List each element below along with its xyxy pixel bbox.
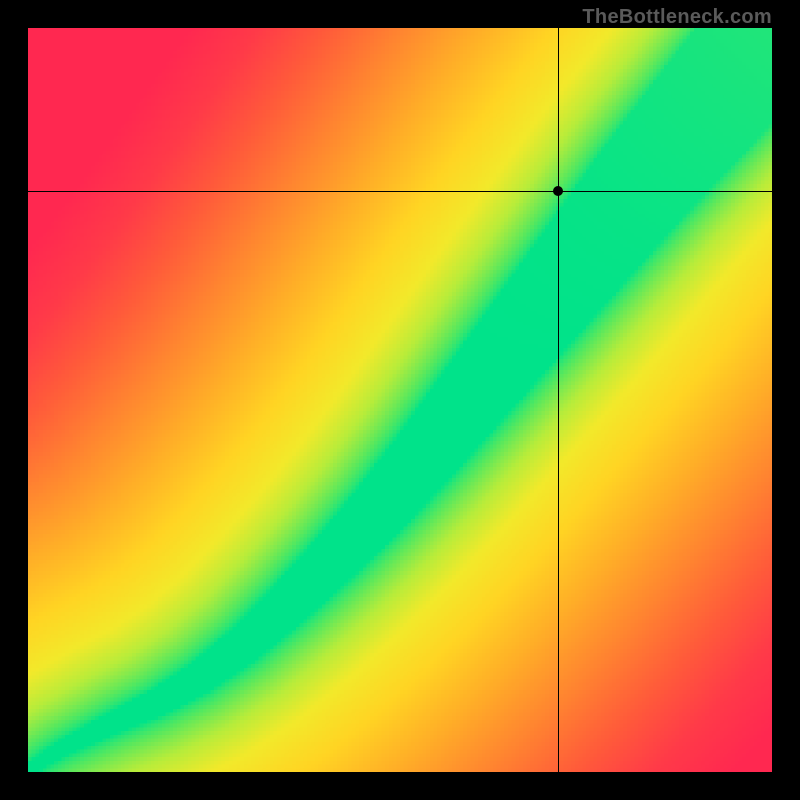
- watermark-text: TheBottleneck.com: [582, 6, 772, 29]
- marker-dot: [553, 186, 563, 196]
- plot-area: [28, 28, 772, 772]
- heatmap-canvas: [28, 28, 772, 772]
- crosshair-vertical: [558, 28, 559, 772]
- chart-container: TheBottleneck.com: [0, 0, 800, 800]
- crosshair-horizontal: [28, 191, 772, 192]
